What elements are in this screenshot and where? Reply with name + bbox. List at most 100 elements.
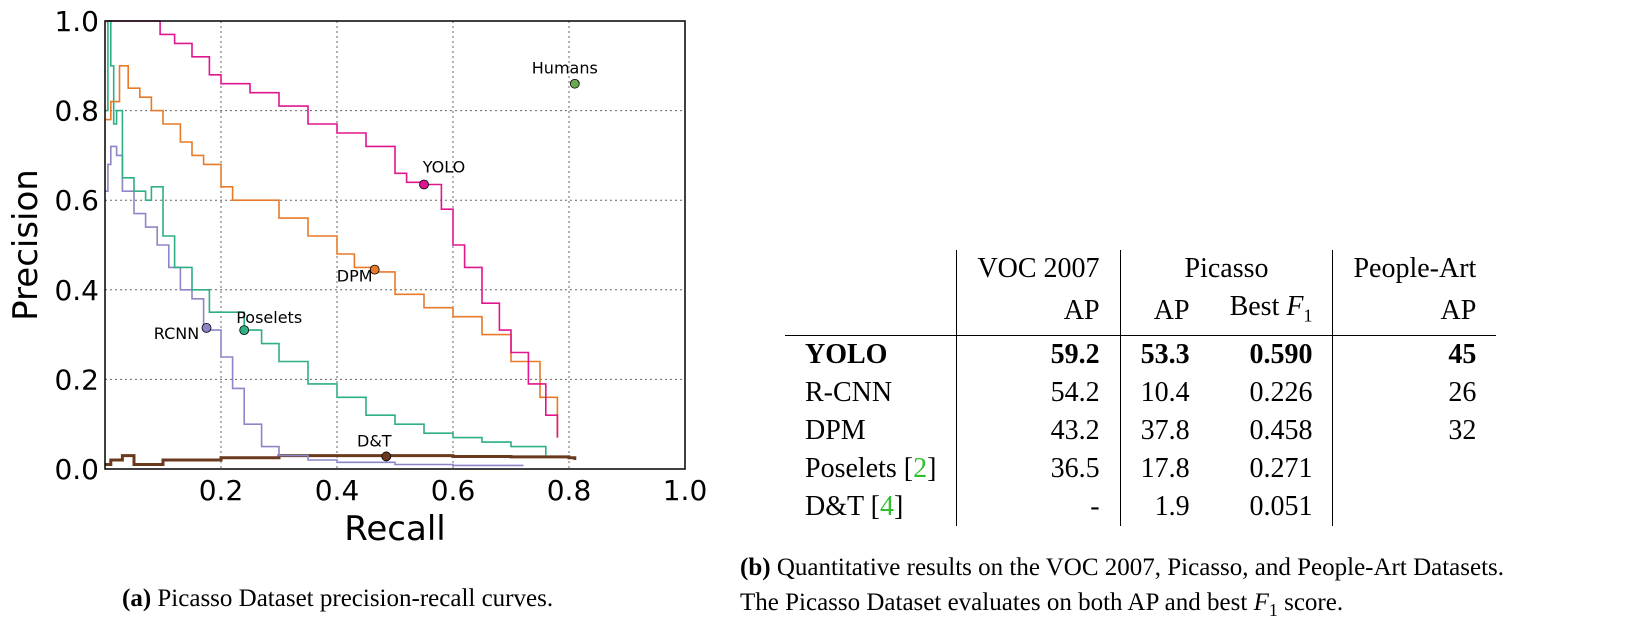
method-cell: D&T [4] (785, 487, 958, 526)
point-dpm (369, 264, 380, 275)
point-label: DPM (337, 267, 373, 286)
x-tick-label: 0.6 (431, 474, 476, 507)
point-yolo (419, 179, 429, 190)
caption-b-line-1: (b) Quantitative results on the VOC 2007… (740, 550, 1504, 585)
method-name: D&T (805, 490, 864, 522)
point-dandt (381, 451, 392, 462)
caption-b-label: (b) (740, 554, 771, 581)
header-picasso-ap: AP (1120, 288, 1210, 336)
picasso-ap-cell: 53.3 (1140, 338, 1190, 370)
f-index: 1 (1268, 600, 1278, 620)
x-tick-label: 1.0 (663, 474, 708, 507)
x-tick-label: 0.4 (315, 474, 360, 507)
picasso-f1-cell: 0.226 (1209, 373, 1334, 412)
f-letter: F (1253, 589, 1269, 616)
point-rcnn (201, 322, 212, 333)
y-tick-label: 0.0 (54, 453, 99, 486)
picasso-ap-cell: 37.8 (1140, 414, 1190, 446)
precision-recall-chart: 0.0 0.2 0.4 0.6 0.8 1.0 0.2 0.4 0.6 0.8 1.0 YOLO D… (6, 5, 708, 549)
citation-link[interactable]: 2 (913, 452, 928, 484)
series-dandt-line (105, 454, 577, 466)
header-people-ap: AP (1332, 288, 1497, 336)
picasso-ap-cell: 10.4 (1140, 376, 1190, 408)
results-table: VOC 2007 Picasso People-Art AP AP Best F… (785, 250, 1497, 526)
point-label: RCNN (154, 324, 199, 343)
y-tick-label: 0.2 (54, 363, 99, 396)
point-label: D&T (357, 431, 392, 450)
series-dpm-line (105, 65, 559, 438)
y-ticks: 0.0 0.2 0.4 0.6 0.8 1.0 (54, 5, 99, 486)
caption-b: (b) Quantitative results on the VOC 2007… (740, 550, 1504, 628)
caption-a-text: Picasso Dataset precision-recall curves. (151, 585, 554, 612)
picasso-f1-cell: 0.051 (1209, 487, 1334, 526)
grid (105, 21, 685, 469)
point-label: YOLO (422, 158, 465, 177)
table-header-row-2: AP AP Best F1 AP (785, 288, 1497, 336)
header-empty-cell (785, 250, 958, 288)
point-label: Poselets (236, 308, 302, 327)
point-poselets (239, 325, 250, 336)
x-tick-label: 0.2 (199, 474, 244, 507)
method-cell: YOLO (785, 335, 958, 374)
caption-a: (a) Picasso Dataset precision-recall cur… (122, 585, 553, 613)
f1-symbol: F1 (1253, 589, 1278, 620)
people-ap-cell (1333, 450, 1496, 488)
y-tick-label: 0.4 (54, 274, 99, 307)
table-row: Poselets [2] 36.5 17.8 0.271 (785, 449, 1496, 488)
caption-b-text-1: Quantitative results on the VOC 2007, Pi… (770, 554, 1505, 581)
picasso-f1-cell: 0.458 (1209, 411, 1334, 450)
header-picasso: Picasso (1120, 250, 1334, 288)
header-empty-cell (785, 288, 958, 336)
people-ap-cell: 45 (1448, 338, 1477, 370)
series-poselets-line (105, 20, 547, 456)
header-voc2007: VOC 2007 (956, 250, 1121, 288)
method-cell: DPM (785, 411, 958, 450)
x-ticks: 0.2 0.4 0.6 0.8 1.0 (199, 474, 708, 507)
picasso-f1-cell: 0.590 (1209, 335, 1334, 374)
picasso-ap-cell: 17.8 (1140, 452, 1190, 484)
point-humans (569, 78, 580, 89)
picasso-f1-cell: 0.271 (1209, 449, 1334, 488)
table-row: DPM 43.2 37.8 0.458 32 (785, 411, 1496, 450)
best-label: Best (1229, 291, 1287, 322)
point-label: Humans (532, 59, 598, 78)
table-header-row-1: VOC 2007 Picasso People-Art (785, 250, 1496, 288)
method-name: Poselets (805, 452, 897, 484)
table-row: R-CNN 54.2 10.4 0.226 26 (785, 373, 1496, 412)
people-ap-cell: 32 (1448, 414, 1477, 446)
people-ap-cell: 26 (1448, 376, 1477, 408)
caption-b-line-2: The Picasso Dataset evaluates on both AP… (740, 585, 1504, 628)
voc-ap-cell: 59.2 (956, 335, 1121, 374)
y-axis-title: Precision (6, 169, 46, 321)
header-voc-ap: AP (956, 288, 1121, 336)
series-yolo-line (105, 20, 559, 438)
method-cell: Poselets [2] (785, 449, 958, 488)
y-tick-label: 1.0 (54, 5, 99, 38)
header-people-art: People-Art (1353, 253, 1477, 284)
points-layer: YOLO DPM Poselets RCNN D&T Humans (154, 59, 598, 462)
voc-ap-cell: 36.5 (956, 449, 1121, 488)
people-ap-cell (1333, 488, 1496, 526)
voc-ap-cell: 43.2 (956, 411, 1121, 450)
y-tick-label: 0.6 (54, 184, 99, 217)
caption-b-text-2b: score. (1277, 589, 1344, 616)
caption-b-text-2a: The Picasso Dataset evaluates on both AP… (740, 589, 1254, 616)
x-tick-label: 0.8 (547, 474, 592, 507)
x-axis-title: Recall (344, 509, 445, 549)
y-tick-label: 0.8 (54, 95, 99, 128)
series-rcnn-line (105, 145, 524, 467)
f-letter: F (1286, 291, 1304, 322)
table-row: D&T [4] - 1.9 0.051 (785, 487, 1496, 526)
method-cell: R-CNN (785, 373, 958, 412)
voc-ap-cell: - (956, 487, 1121, 526)
series-layer (105, 20, 577, 467)
citation-link[interactable]: 4 (879, 490, 894, 522)
f1-symbol: F1 (1286, 291, 1312, 326)
f-index: 1 (1303, 305, 1313, 326)
table-row: YOLO 59.2 53.3 0.590 45 (785, 335, 1496, 374)
picasso-ap-cell: 1.9 (1154, 490, 1190, 522)
plot-frame (104, 20, 686, 470)
voc-ap-cell: 54.2 (956, 373, 1121, 412)
header-picasso-best-f1: Best F1 (1209, 288, 1334, 336)
caption-a-label: (a) (122, 585, 152, 612)
